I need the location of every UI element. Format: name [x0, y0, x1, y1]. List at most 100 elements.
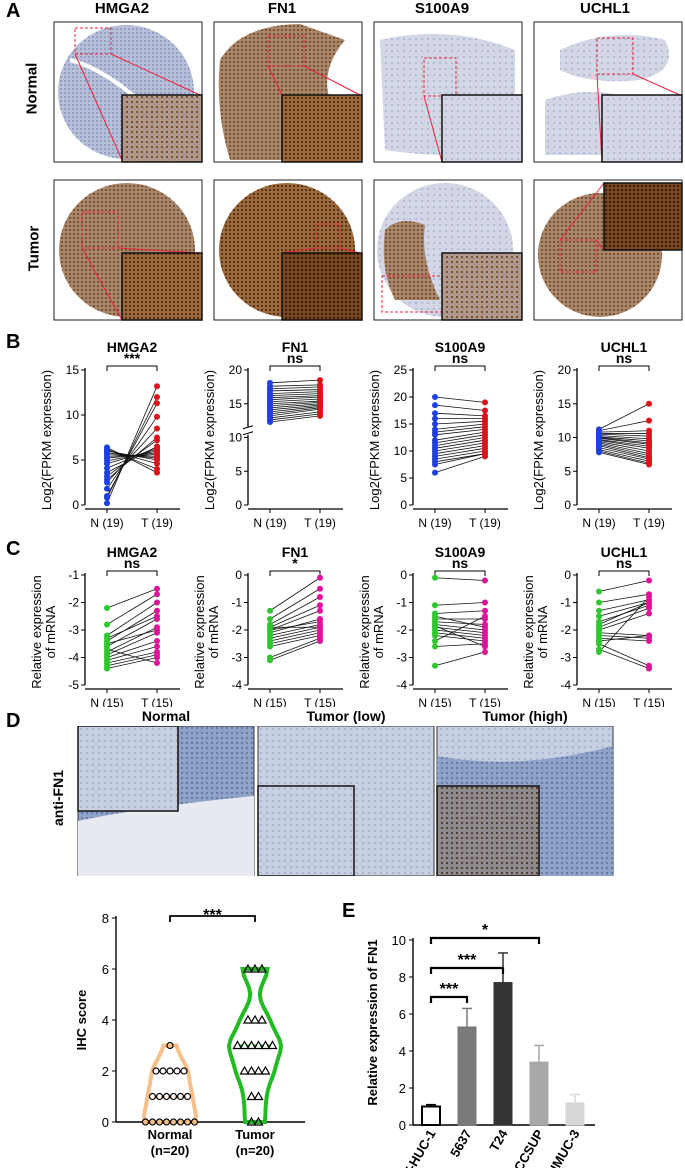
b-chart-hmga2-point-n: [104, 444, 110, 451]
c-chart-uchl1-xcat-n: N (15): [582, 696, 615, 707]
b-chart-hmga2-point-n: [104, 493, 110, 499]
b-chart-s100a9-sig-bracket: [434, 365, 486, 371]
c-ylabel1-3: Relative expression: [521, 575, 536, 688]
c-chart-hmga2-point-n: [104, 635, 110, 642]
panel-d-images: [77, 726, 614, 876]
bar-chart-e: 0 2 4 6 8 10 Relative expression of FN1 SV-HUC-…: [365, 922, 595, 1168]
violin-point: [141, 1118, 150, 1126]
e-tick-3: 6: [399, 1007, 406, 1022]
violin-point: [253, 1040, 264, 1050]
b-chart-hmga2-point-n: [104, 465, 110, 472]
panel-letter-b: B: [6, 331, 21, 353]
c-chart-s100a9-tick-0: -4: [396, 678, 407, 692]
b-chart-uchl1-tick-0: 0: [564, 498, 571, 512]
c-chart-s100a9-point-n: [432, 632, 438, 639]
b-chart-uchl1-sig-label: ns: [616, 350, 633, 366]
b-chart-fn1-point-t: [317, 412, 323, 419]
e-tick-1: 2: [399, 1081, 406, 1096]
c-chart-hmga2-pair-line: [106, 646, 158, 661]
b-chart-uchl1-pair-line: [598, 436, 650, 442]
b-chart-fn1-pair-line: [269, 415, 321, 423]
violin-point: [253, 1116, 264, 1126]
c-chart-hmga2-sig-bracket: [106, 570, 158, 576]
e-bar-4: [565, 1102, 585, 1126]
c-chart-fn1-pair-line: [269, 624, 321, 636]
e-bar-2: [493, 982, 513, 1126]
c-chart-uchl1-point-n: [596, 638, 602, 644]
b-chart-hmga2-pair-line: [106, 416, 158, 490]
c-chart-s100a9-tick-1: -3: [396, 651, 407, 665]
b-chart-uchl1-xcat-t: T (19): [633, 516, 665, 530]
b-chart-fn1-point-t: [317, 377, 323, 384]
c-ylabel2-2: of mRNA: [371, 605, 386, 658]
c-chart-s100a9-pair-line: [434, 651, 486, 667]
c-chart-s100a9-pair-line: [434, 625, 486, 647]
violin-point: [242, 963, 254, 973]
c-ylabel1-0: Relative expression: [29, 575, 44, 688]
b-chart-hmga2-point-t: [154, 425, 160, 432]
b-chart-s100a9-point-n: [432, 421, 438, 427]
b-chart-uchl1-pair-line: [598, 441, 650, 452]
c-chart-s100a9-pair-line: [434, 624, 486, 631]
c-chart-hmga2-point-t: [154, 585, 160, 592]
c-chart-fn1-sig-label: *: [292, 555, 298, 571]
b-chart-fn1-pair-line: [269, 411, 321, 419]
e-xcat-1: 5637: [447, 1127, 474, 1160]
c-chart-fn1-xcat-t: T (15): [304, 696, 336, 707]
c-chart-hmga2-point-t: [154, 607, 160, 614]
c-chart-uchl1-point-t: [646, 599, 652, 606]
b-chart-hmga2-point-n: [104, 485, 110, 492]
c-chart-fn1-pair-line: [269, 640, 321, 661]
c-chart-s100a9-pair-line: [434, 602, 486, 606]
b-chart-s100a9-pair-line: [434, 456, 486, 473]
c-chart-uchl1-point-n: [596, 599, 602, 606]
d-title-tumor-high: Tumor (high): [482, 708, 568, 724]
violin-point: [256, 963, 268, 973]
c-chart-s100a9-pair-line: [434, 629, 486, 636]
c-chart-s100a9-point-n: [432, 638, 438, 644]
c-chart-hmga2-point-t: [154, 599, 160, 606]
c-ylabel1-2: Relative expression: [357, 575, 372, 688]
c-chart-uchl1-tick-3: -1: [560, 596, 571, 610]
e-tick-2: 4: [399, 1044, 406, 1059]
b-chart-uchl1-pair-line: [598, 439, 650, 447]
c-chart-fn1-point-n: [267, 643, 273, 650]
c-chart-uchl1-pair-line: [598, 632, 650, 636]
violin-point: [246, 1116, 257, 1126]
b-chart-fn1-title: FN1: [282, 339, 309, 355]
c-chart-hmga2-title: HMGA2: [107, 544, 158, 560]
b-chart-s100a9-point-t: [482, 453, 488, 460]
b-chart-fn1-pair-line: [269, 406, 321, 413]
c-chart-s100a9-tick-4: 0: [400, 568, 407, 582]
violin-point: [239, 1065, 250, 1075]
c-chart-s100a9-pair-line: [434, 626, 486, 634]
c-chart-hmga2-pair-line: [106, 615, 158, 639]
b-chart-fn1-pair-line: [269, 396, 321, 401]
c-chart-fn1-point-t: [317, 607, 323, 614]
violin-point: [176, 1118, 185, 1126]
c-chart-fn1-point-n: [267, 624, 273, 631]
c-chart-hmga2-pair-line: [106, 602, 158, 636]
c-chart-uchl1-point-t: [646, 594, 652, 600]
c-chart-uchl1-pair-line: [598, 580, 650, 592]
b-chart-uchl1-point-n: [596, 449, 602, 456]
c-chart-fn1-point-n: [267, 607, 273, 614]
c-chart-s100a9-title: S100A9: [435, 544, 486, 560]
c-chart-uchl1-xcat-t: T (15): [633, 696, 665, 707]
c-chart-hmga2-pair-line: [106, 618, 158, 647]
e-bar-0: [421, 1105, 441, 1126]
b-ylabel-0: Log2(FPKM expression): [39, 370, 54, 510]
c-chart-s100a9-point-t: [482, 613, 488, 620]
violin-point: [180, 1067, 188, 1075]
c-chart-uchl1-title: UCHL1: [601, 544, 648, 560]
e-tick-5: 10: [392, 933, 406, 948]
c-chart-fn1-point-n: [267, 657, 273, 664]
c-chart-s100a9-pair-line: [434, 610, 486, 614]
panel-letter-c: C: [6, 538, 21, 560]
c-chart-s100a9-xcat-n: N (15): [418, 696, 451, 707]
c-chart-uchl1-pair-line: [598, 643, 650, 667]
b-chart-uchl1-pair-line: [598, 437, 650, 444]
c-chart-hmga2-pair-line: [106, 632, 158, 656]
b-chart-fn1-pair-line: [269, 395, 321, 399]
